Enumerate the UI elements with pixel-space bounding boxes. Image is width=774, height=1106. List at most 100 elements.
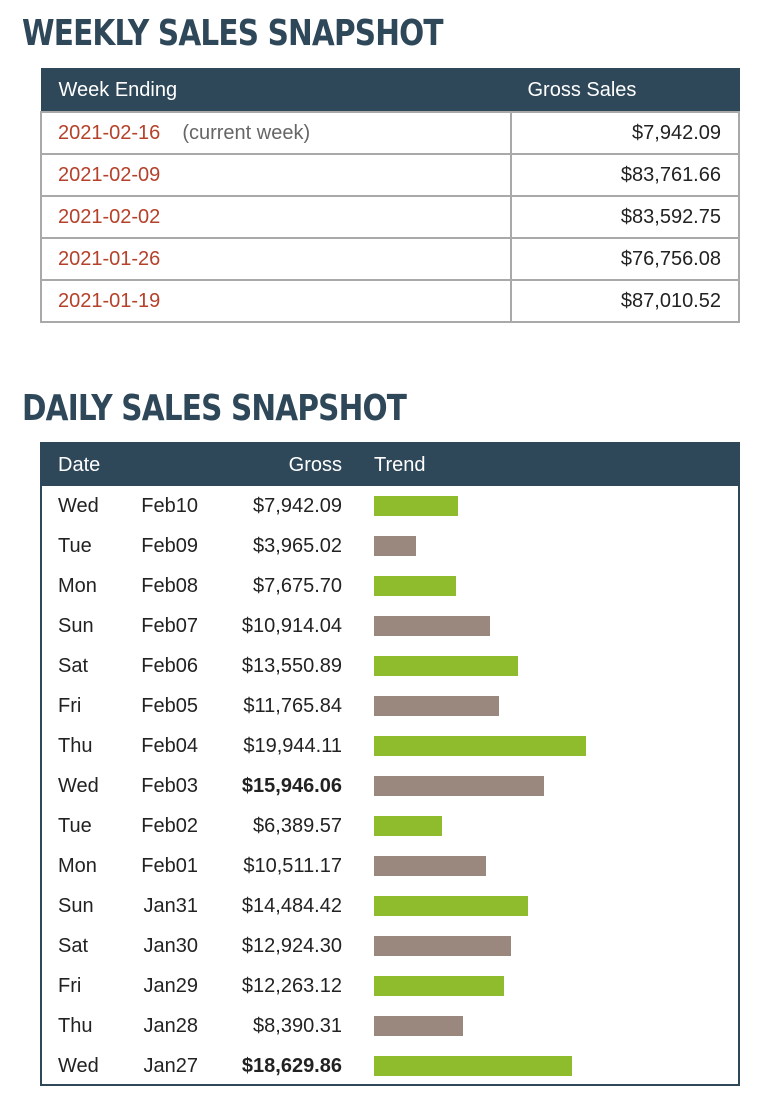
date-header: Date [58, 454, 101, 476]
daily-row: Wed Jan27 $18,629.86 [42, 1046, 738, 1086]
week-ending-cell: 2021-02-09 [40, 153, 512, 197]
daily-row: Sat Jan30 $12,924.30 [42, 926, 738, 966]
daily-row: Wed Feb03 $15,946.06 [42, 766, 738, 806]
trend-bar [374, 496, 458, 516]
day-of-week: Thu [58, 735, 93, 757]
week-date-link[interactable]: 2021-01-19 [58, 289, 161, 312]
week-date-link[interactable]: 2021-02-09 [58, 163, 161, 186]
daily-row: Tue Feb02 $6,389.57 [42, 806, 738, 846]
daily-row: Thu Jan28 $8,390.31 [42, 1006, 738, 1046]
day-of-week: Tue [58, 535, 92, 557]
daily-gross: $3,965.02 [253, 535, 342, 557]
day-of-week: Wed [58, 1055, 99, 1077]
trend-bar [374, 896, 528, 916]
daily-row: Wed Feb10 $7,942.09 [42, 486, 738, 526]
month-day: Feb08 [141, 575, 198, 597]
month-day: Jan29 [143, 975, 199, 997]
daily-rows: Wed Feb10 $7,942.09 Tue Feb09 $3,965.02 Mon Feb… [42, 486, 738, 1086]
day-of-week: Thu [58, 1015, 93, 1037]
daily-row: Thu Feb04 $19,944.11 [42, 726, 738, 766]
daily-row: Tue Feb09 $3,965.02 [42, 526, 738, 566]
trend-bar [374, 1016, 463, 1036]
gross-sales-header: Gross Sales [510, 68, 740, 113]
day-of-week: Mon [58, 575, 97, 597]
gross-sales-cell: $76,756.08 [510, 237, 740, 281]
week-ending-cell: 2021-02-02 [40, 195, 512, 239]
month-day: Feb01 [141, 855, 198, 877]
daily-gross: $10,511.17 [243, 855, 342, 877]
daily-row: Fri Jan29 $12,263.12 [42, 966, 738, 1006]
month-day: Feb06 [141, 655, 198, 677]
daily-gross: $7,942.09 [253, 495, 342, 517]
trend-bar [374, 936, 511, 956]
month-day: Feb09 [141, 535, 198, 557]
daily-gross: $15,946.06 [241, 775, 342, 797]
weekly-header-row: Week Ending Gross Sales [40, 68, 740, 113]
weekly-row: 2021-01-19 $87,010.52 [40, 279, 740, 323]
trend-bar [374, 536, 416, 556]
daily-header-row: Date Gross Trend [42, 444, 738, 486]
daily-gross: $12,924.30 [241, 935, 342, 957]
weekly-row: 2021-02-09 $83,761.66 [40, 153, 740, 197]
month-day: Jan31 [143, 895, 199, 917]
day-of-week: Fri [58, 695, 82, 717]
trend-bar [374, 616, 490, 636]
daily-gross: $18,629.86 [241, 1055, 342, 1077]
daily-gross: $19,944.11 [243, 735, 342, 757]
trend-bar [374, 1056, 572, 1076]
trend-bar [374, 856, 486, 876]
trend-bar [374, 776, 544, 796]
week-ending-header: Week Ending [40, 68, 512, 113]
daily-gross: $10,914.04 [241, 615, 342, 637]
trend-bar [374, 816, 442, 836]
day-of-week: Sun [58, 615, 94, 637]
week-date-link[interactable]: 2021-01-26 [58, 247, 161, 270]
trend-bar [374, 736, 586, 756]
month-day: Feb10 [141, 495, 198, 517]
daily-row: Mon Feb01 $10,511.17 [42, 846, 738, 886]
trend-header: Trend [374, 454, 426, 476]
gross-sales-cell: $83,592.75 [510, 195, 740, 239]
weekly-row: 2021-02-02 $83,592.75 [40, 195, 740, 239]
daily-gross: $6,389.57 [253, 815, 342, 837]
month-day: Feb03 [141, 775, 198, 797]
daily-row: Mon Feb08 $7,675.70 [42, 566, 738, 606]
day-of-week: Wed [58, 495, 99, 517]
day-of-week: Wed [58, 775, 99, 797]
daily-gross: $14,484.42 [241, 895, 342, 917]
day-of-week: Sat [58, 655, 89, 677]
month-day: Feb05 [141, 695, 198, 717]
trend-bar [374, 696, 499, 716]
current-week-note: (current week) [182, 121, 311, 144]
gross-sales-cell: $83,761.66 [510, 153, 740, 197]
week-ending-cell: 2021-01-19 [40, 279, 512, 323]
trend-bar [374, 656, 518, 676]
month-day: Feb04 [141, 735, 198, 757]
month-day: Jan27 [143, 1055, 199, 1077]
week-date-link[interactable]: 2021-02-02 [58, 205, 161, 228]
gross-sales-cell: $7,942.09 [510, 111, 740, 155]
gross-header: Gross [288, 454, 342, 476]
weekly-row: 2021-02-16 (current week) $7,942.09 [40, 111, 740, 155]
month-day: Jan28 [143, 1015, 199, 1037]
daily-gross: $13,550.89 [241, 655, 342, 677]
daily-row: Sun Feb07 $10,914.04 [42, 606, 738, 646]
daily-gross: $12,263.12 [241, 975, 342, 997]
week-date-link[interactable]: 2021-02-16 [58, 121, 161, 144]
month-day: Feb07 [141, 615, 198, 637]
weekly-sales-title: WEEKLY SALES SNAPSHOT [22, 13, 444, 54]
month-day: Jan30 [143, 935, 199, 957]
day-of-week: Sun [58, 895, 94, 917]
daily-gross: $7,675.70 [253, 575, 342, 597]
daily-gross: $8,390.31 [253, 1015, 342, 1037]
daily-gross: $11,765.84 [243, 695, 342, 717]
trend-bar [374, 576, 456, 596]
gross-sales-cell: $87,010.52 [510, 279, 740, 323]
day-of-week: Mon [58, 855, 97, 877]
day-of-week: Tue [58, 815, 92, 837]
week-ending-cell: 2021-01-26 [40, 237, 512, 281]
daily-row: Sat Feb06 $13,550.89 [42, 646, 738, 686]
day-of-week: Fri [58, 975, 82, 997]
daily-sales-title: DAILY SALES SNAPSHOT [22, 388, 407, 429]
daily-row: Sun Jan31 $14,484.42 [42, 886, 738, 926]
